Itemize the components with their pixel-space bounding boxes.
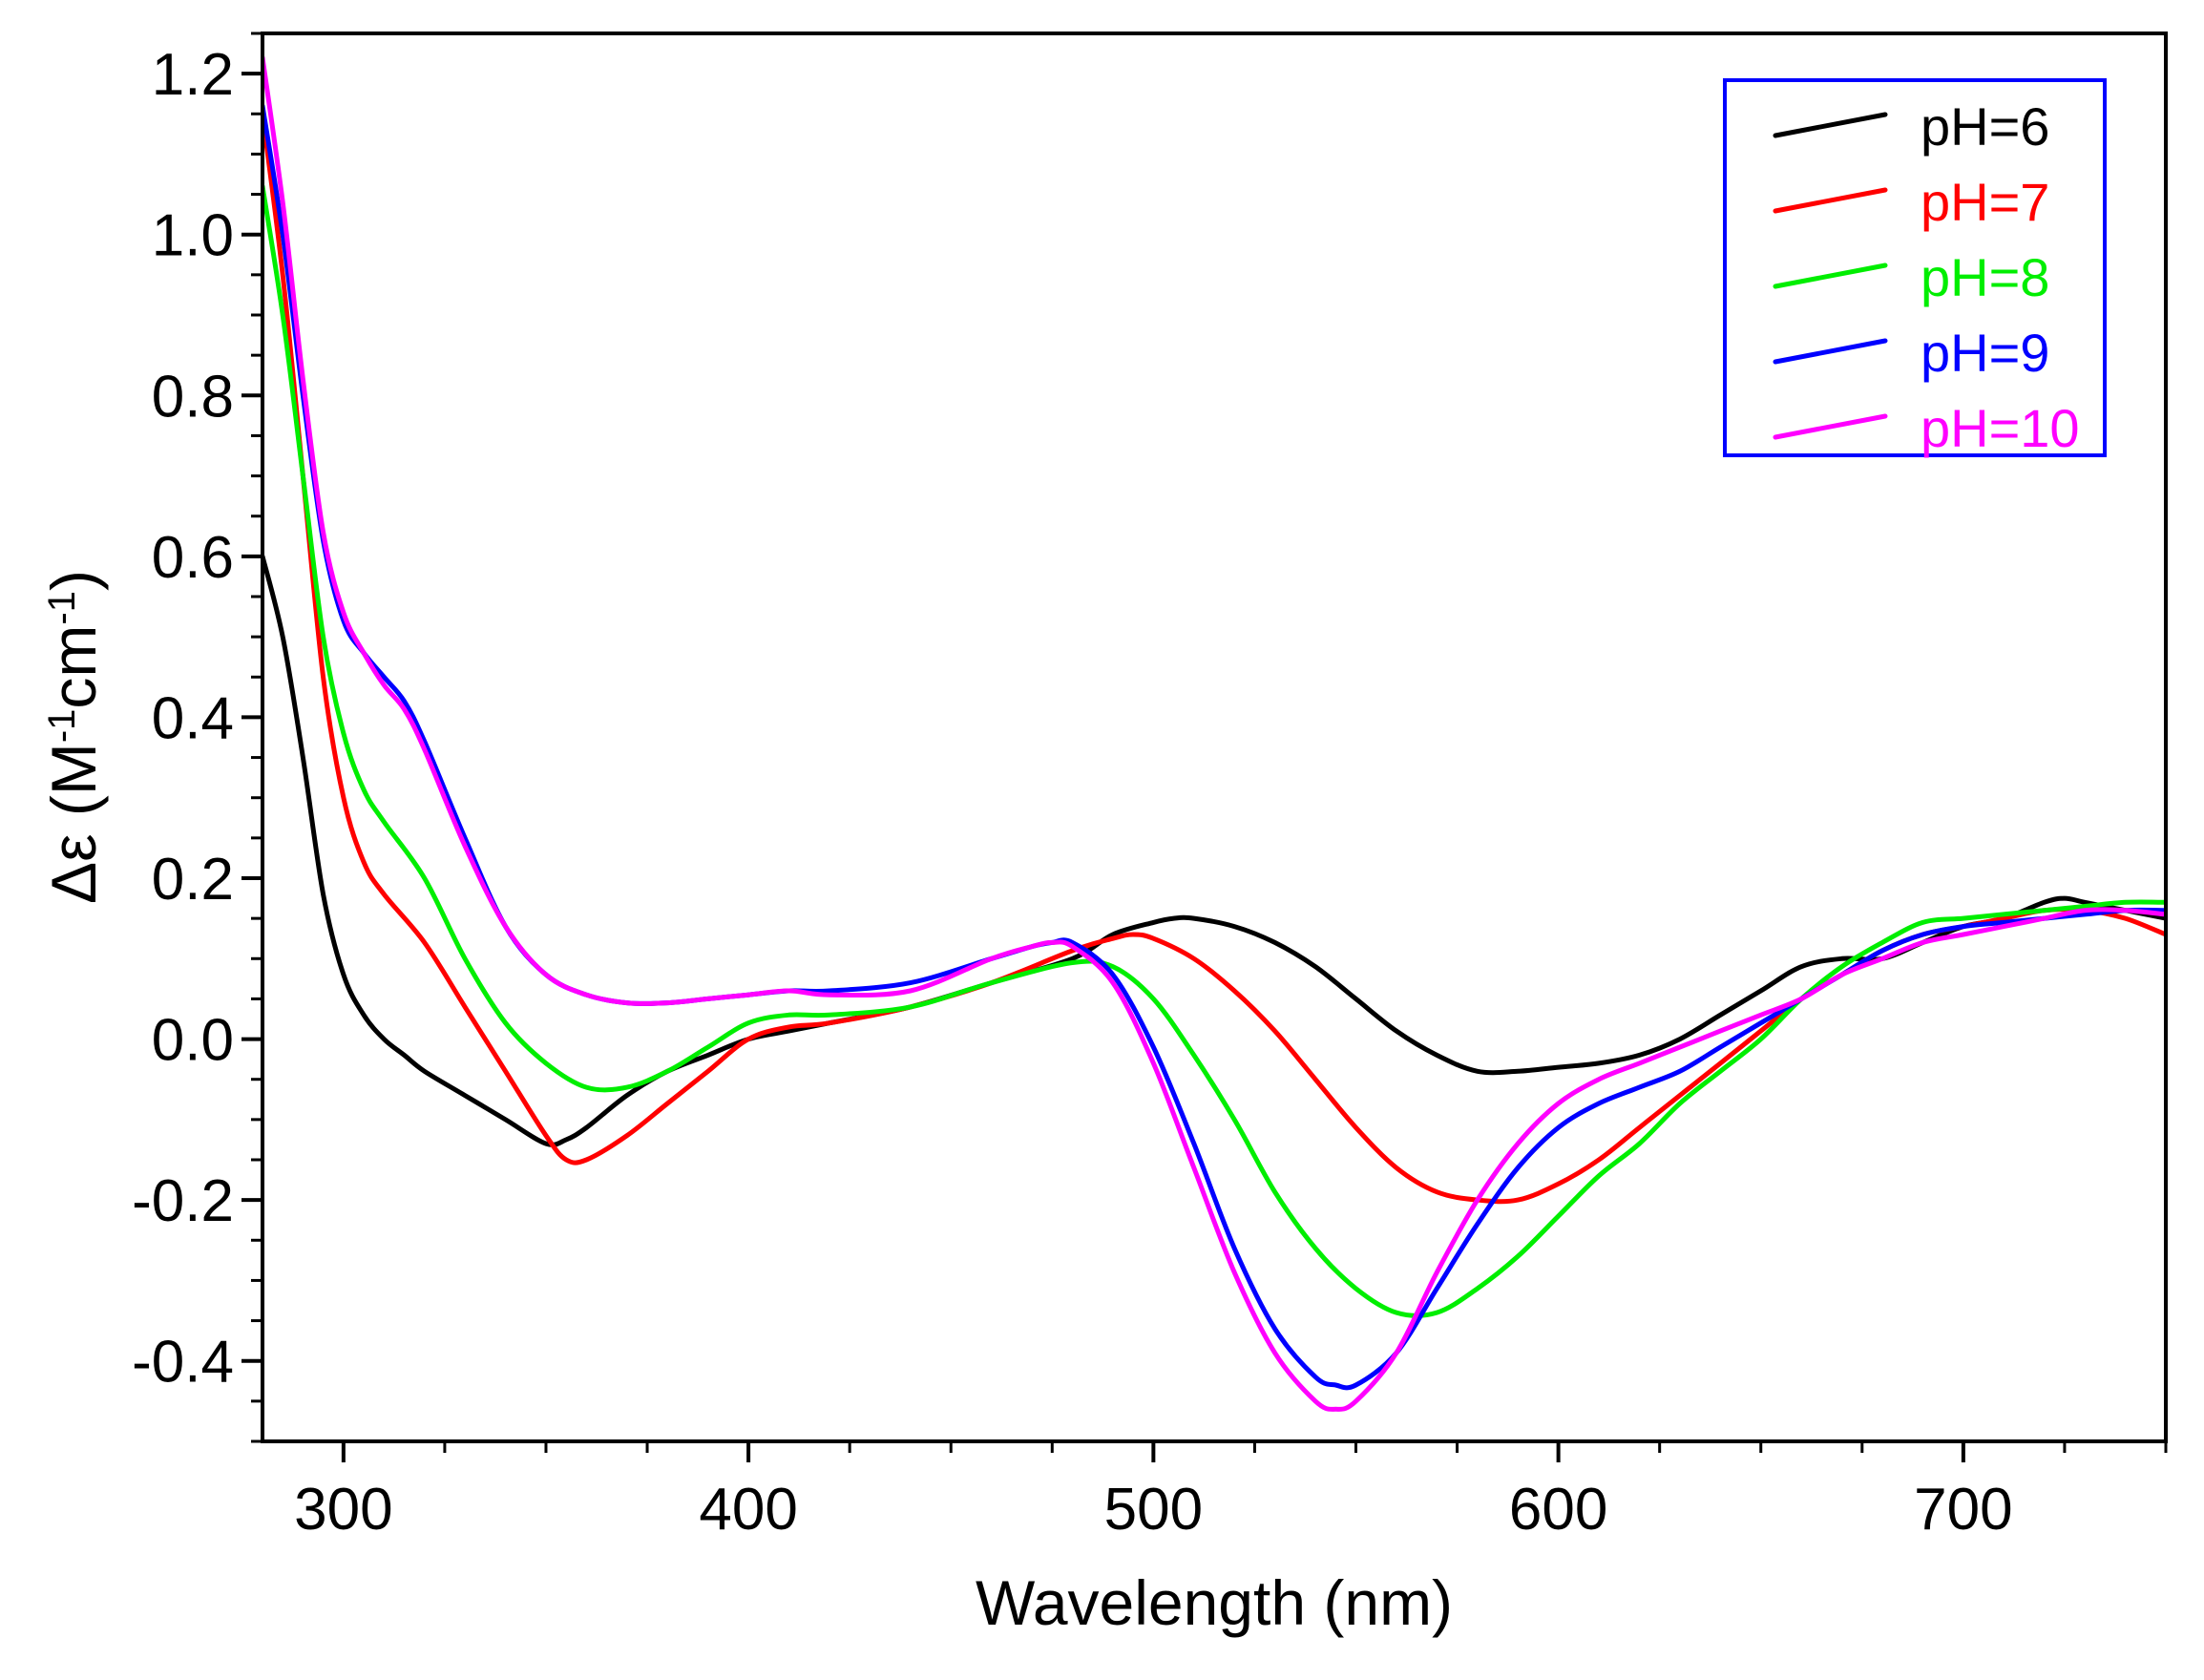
legend-swatch xyxy=(1773,187,1888,214)
plot-frame xyxy=(261,32,2168,1443)
legend-label: pH=9 xyxy=(1921,323,2049,383)
x-tick-label: 600 xyxy=(1509,1477,1607,1543)
series-line-5 xyxy=(262,54,2166,1412)
series-lines xyxy=(262,54,2166,1412)
legend-box xyxy=(1723,78,2107,457)
legend-label: pH=10 xyxy=(1921,398,2080,458)
legend-label: pH=6 xyxy=(1921,96,2049,157)
x-tick-label: 500 xyxy=(1104,1477,1203,1543)
y-tick-label: -0.4 xyxy=(132,1330,234,1396)
axis-ticks: 300 400 500 600 700 -0.4 -0.2 0.0 0.2 0.4 0.6 0.8 1.… xyxy=(132,32,2168,1543)
legend-swatch xyxy=(1773,338,1888,365)
x-axis-title: Wavelength (nm) xyxy=(976,1567,1453,1638)
y-tick-label: 1.2 xyxy=(152,42,234,108)
legend-swatch xyxy=(1773,112,1888,138)
x-tick-label: 300 xyxy=(294,1477,392,1543)
y-tick-label: 0.4 xyxy=(152,685,234,751)
y-tick-label: 1.0 xyxy=(152,203,234,269)
legend-swatch xyxy=(1773,413,1888,440)
legend-label: pH=7 xyxy=(1921,172,2049,232)
legend: pH=6 pH=7 pH=8 pH=9 pH=10 xyxy=(1723,78,2107,458)
legend-label: pH=8 xyxy=(1921,247,2049,307)
y-tick-label: 0.0 xyxy=(152,1008,234,1074)
series-line-3 xyxy=(262,183,2166,1318)
y-tick-label: -0.2 xyxy=(132,1168,234,1234)
series-line-1 xyxy=(262,554,2166,1147)
legend-swatch xyxy=(1773,262,1888,289)
y-tick-label: 0.2 xyxy=(152,847,234,913)
y-axis-title: Δε (M-1cm-1) xyxy=(38,570,109,904)
x-tick-label: 700 xyxy=(1914,1477,2012,1543)
y-tick-label: 0.6 xyxy=(152,525,234,591)
x-tick-label: 400 xyxy=(699,1477,797,1543)
y-tick-label: 0.8 xyxy=(152,364,234,430)
